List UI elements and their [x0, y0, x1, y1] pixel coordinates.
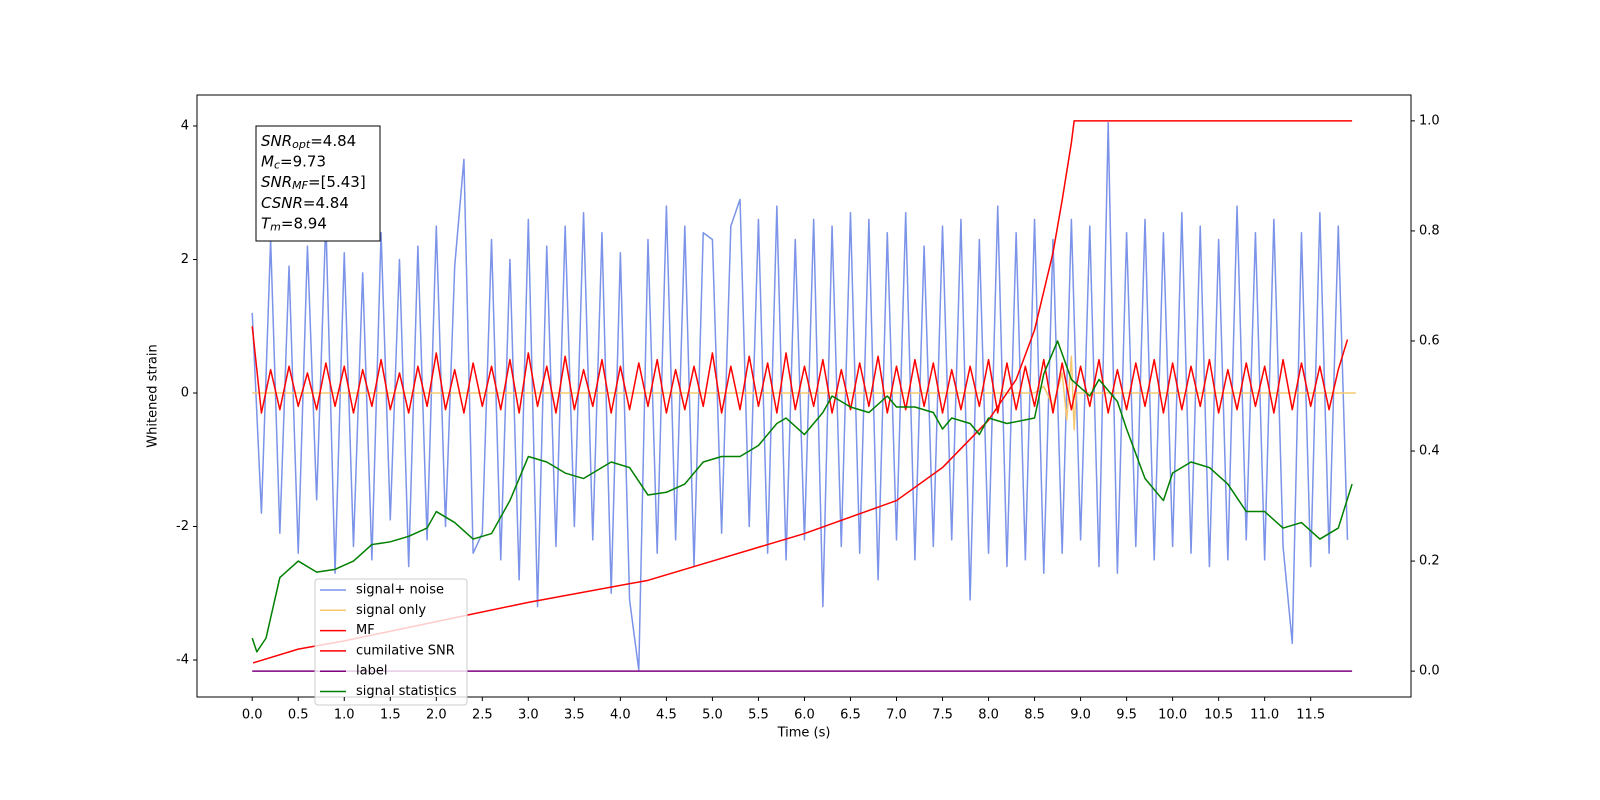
annotation-symbol: CSNR	[261, 193, 303, 211]
x-tick-label: 1.0	[334, 708, 355, 723]
annotation-line: CSNR=4.84	[261, 193, 349, 211]
annotation-line: SNRopt=4.84	[261, 132, 356, 152]
annotation-line: Mc=9.73	[261, 152, 326, 172]
x-tick-label: 10.0	[1158, 708, 1187, 723]
annotation-subscript: opt	[292, 138, 311, 151]
x-tick-label: 8.0	[978, 708, 999, 723]
series-line	[251, 340, 1353, 653]
legend-label: label	[356, 664, 387, 679]
y-axis-label: Whitened strain	[146, 344, 161, 447]
y2-tick-label: 0.8	[1419, 223, 1440, 238]
legend-label: signal only	[356, 603, 426, 618]
x-tick-label: 6.5	[840, 708, 861, 723]
x-tick-label: 11.5	[1296, 708, 1325, 723]
annotation-frame	[255, 125, 381, 242]
annotation-line: Tm=8.94	[261, 214, 327, 234]
annotation-subscript: m	[270, 220, 281, 233]
legend: signal+ noise signal only MF cumilative SNR…	[314, 578, 468, 706]
x-tick-label: 7.0	[886, 708, 907, 723]
y-tick-label: 0	[181, 385, 189, 400]
x-axis-label: Time (s)	[777, 726, 831, 741]
x-tick-label: 7.5	[932, 708, 953, 723]
annotation-symbol: SNR	[261, 132, 292, 150]
y-tick-label: 4	[181, 118, 189, 133]
x-tick-label: 0.0	[242, 708, 263, 723]
annotation-value: =9.73	[280, 152, 326, 170]
y2-tick-label: 0.2	[1419, 554, 1440, 569]
legend-label: MF	[356, 623, 375, 638]
x-tick-label: 9.5	[1116, 708, 1137, 723]
annotation-subscript: c	[274, 159, 280, 172]
x-tick-label: 2.0	[426, 708, 447, 723]
x-tick-label: 3.5	[564, 708, 585, 723]
annotation-value: =[5.43]	[308, 173, 366, 191]
x-tick-label: 10.5	[1204, 708, 1233, 723]
x-tick-label: 2.5	[472, 708, 493, 723]
x-tick-label: 1.5	[380, 708, 401, 723]
annotation-symbol: T	[261, 214, 272, 232]
y-tick-label: -2	[176, 519, 189, 534]
x-tick-label: 0.5	[288, 708, 309, 723]
annotation-symbol: M	[261, 152, 274, 170]
y2-tick-label: 0.6	[1419, 333, 1440, 348]
x-tick-label: 3.0	[518, 708, 539, 723]
x-tick-label: 5.5	[748, 708, 769, 723]
annotation-symbol: SNR	[261, 173, 292, 191]
x-tick-label: 4.0	[610, 708, 631, 723]
legend-label: cumilative SNR	[356, 643, 455, 658]
x-tick-label: 11.0	[1250, 708, 1279, 723]
annotation-value: =8.94	[281, 214, 327, 232]
legend-label: signal statistics	[356, 684, 457, 699]
legend-label: signal+ noise	[356, 583, 444, 598]
y-tick-label: 2	[181, 252, 189, 267]
annotation-box: SNRopt=4.84Mc=9.73SNRMF=[5.43]CSNR=4.84T…	[255, 125, 381, 242]
x-tick-label: 4.5	[656, 708, 677, 723]
annotation-value: =4.84	[303, 193, 349, 211]
y2-tick-label: 0.0	[1419, 664, 1440, 679]
series-line	[251, 326, 1349, 414]
legend-frame	[314, 578, 468, 706]
y2-tick-label: 0.4	[1419, 444, 1440, 459]
x-tick-label: 8.5	[1024, 708, 1045, 723]
x-tick-label: 9.0	[1070, 708, 1091, 723]
annotation-line: SNRMF=[5.43]	[261, 173, 366, 193]
annotation-subscript: MF	[292, 179, 308, 192]
x-tick-label: 6.0	[794, 708, 815, 723]
annotation-value: =4.84	[310, 132, 356, 150]
x-tick-label: 5.0	[702, 708, 723, 723]
y-tick-label: -4	[176, 653, 189, 668]
y2-tick-label: 1.0	[1419, 113, 1440, 128]
